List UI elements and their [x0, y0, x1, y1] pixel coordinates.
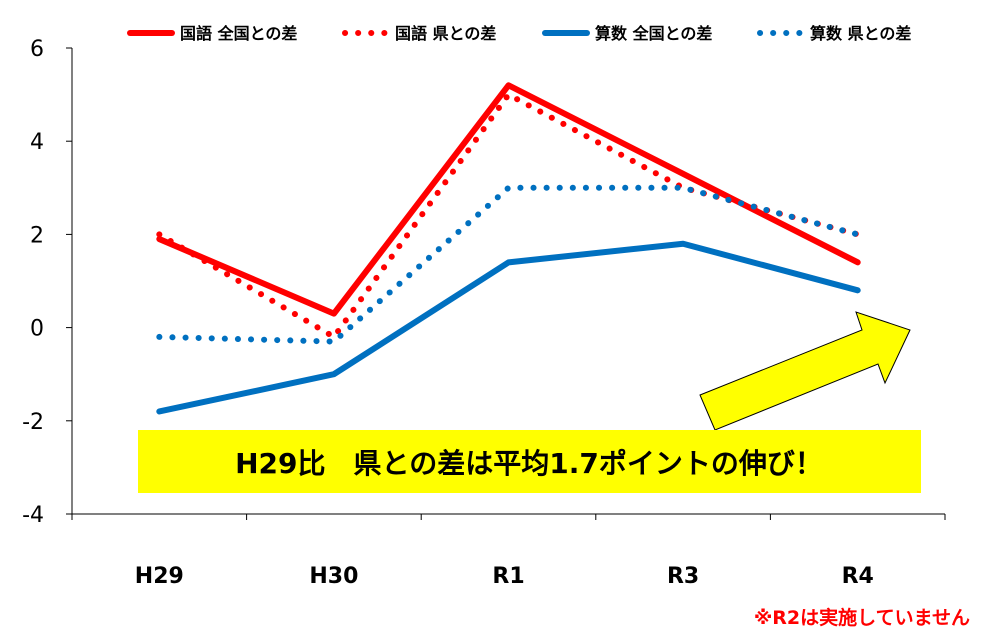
- y-tick-label: 6: [30, 37, 44, 62]
- arrow-shape: [699, 311, 911, 431]
- legend-label: 国語 全国との差: [180, 24, 297, 43]
- footnote: ※R2は実施していません: [754, 606, 970, 629]
- annotation-box: [138, 430, 921, 493]
- legend-label: 算数 全国との差: [595, 24, 712, 43]
- y-tick-label: -4: [22, 503, 44, 528]
- x-tick-label: R3: [667, 564, 699, 589]
- series-group: [156, 82, 861, 415]
- y-tick-label: -2: [22, 410, 44, 435]
- y-tick-label: 4: [30, 130, 44, 155]
- axes: 6 4 2 0 -2 -4 H29 H30 R1 R3 R4: [22, 37, 946, 589]
- legend-label: 算数 県との差: [810, 24, 911, 43]
- x-tick-label: H30: [309, 564, 358, 589]
- x-tick-label: H29: [135, 564, 184, 589]
- y-tick-label: 0: [30, 317, 44, 342]
- x-tick-label: R1: [492, 564, 524, 589]
- annotation-text: H29比 県との差は平均1.7ポイントの伸び！: [235, 447, 823, 480]
- legend-label: 国語 県との差: [395, 24, 496, 43]
- series-line-2: [156, 91, 861, 340]
- x-tick-label: R4: [842, 564, 874, 589]
- series-line-1: [156, 82, 861, 317]
- legend: 国語 全国との差 国語 県との差 算数 全国との差 算数 県との差: [127, 24, 911, 43]
- y-tick-label: 2: [30, 223, 44, 248]
